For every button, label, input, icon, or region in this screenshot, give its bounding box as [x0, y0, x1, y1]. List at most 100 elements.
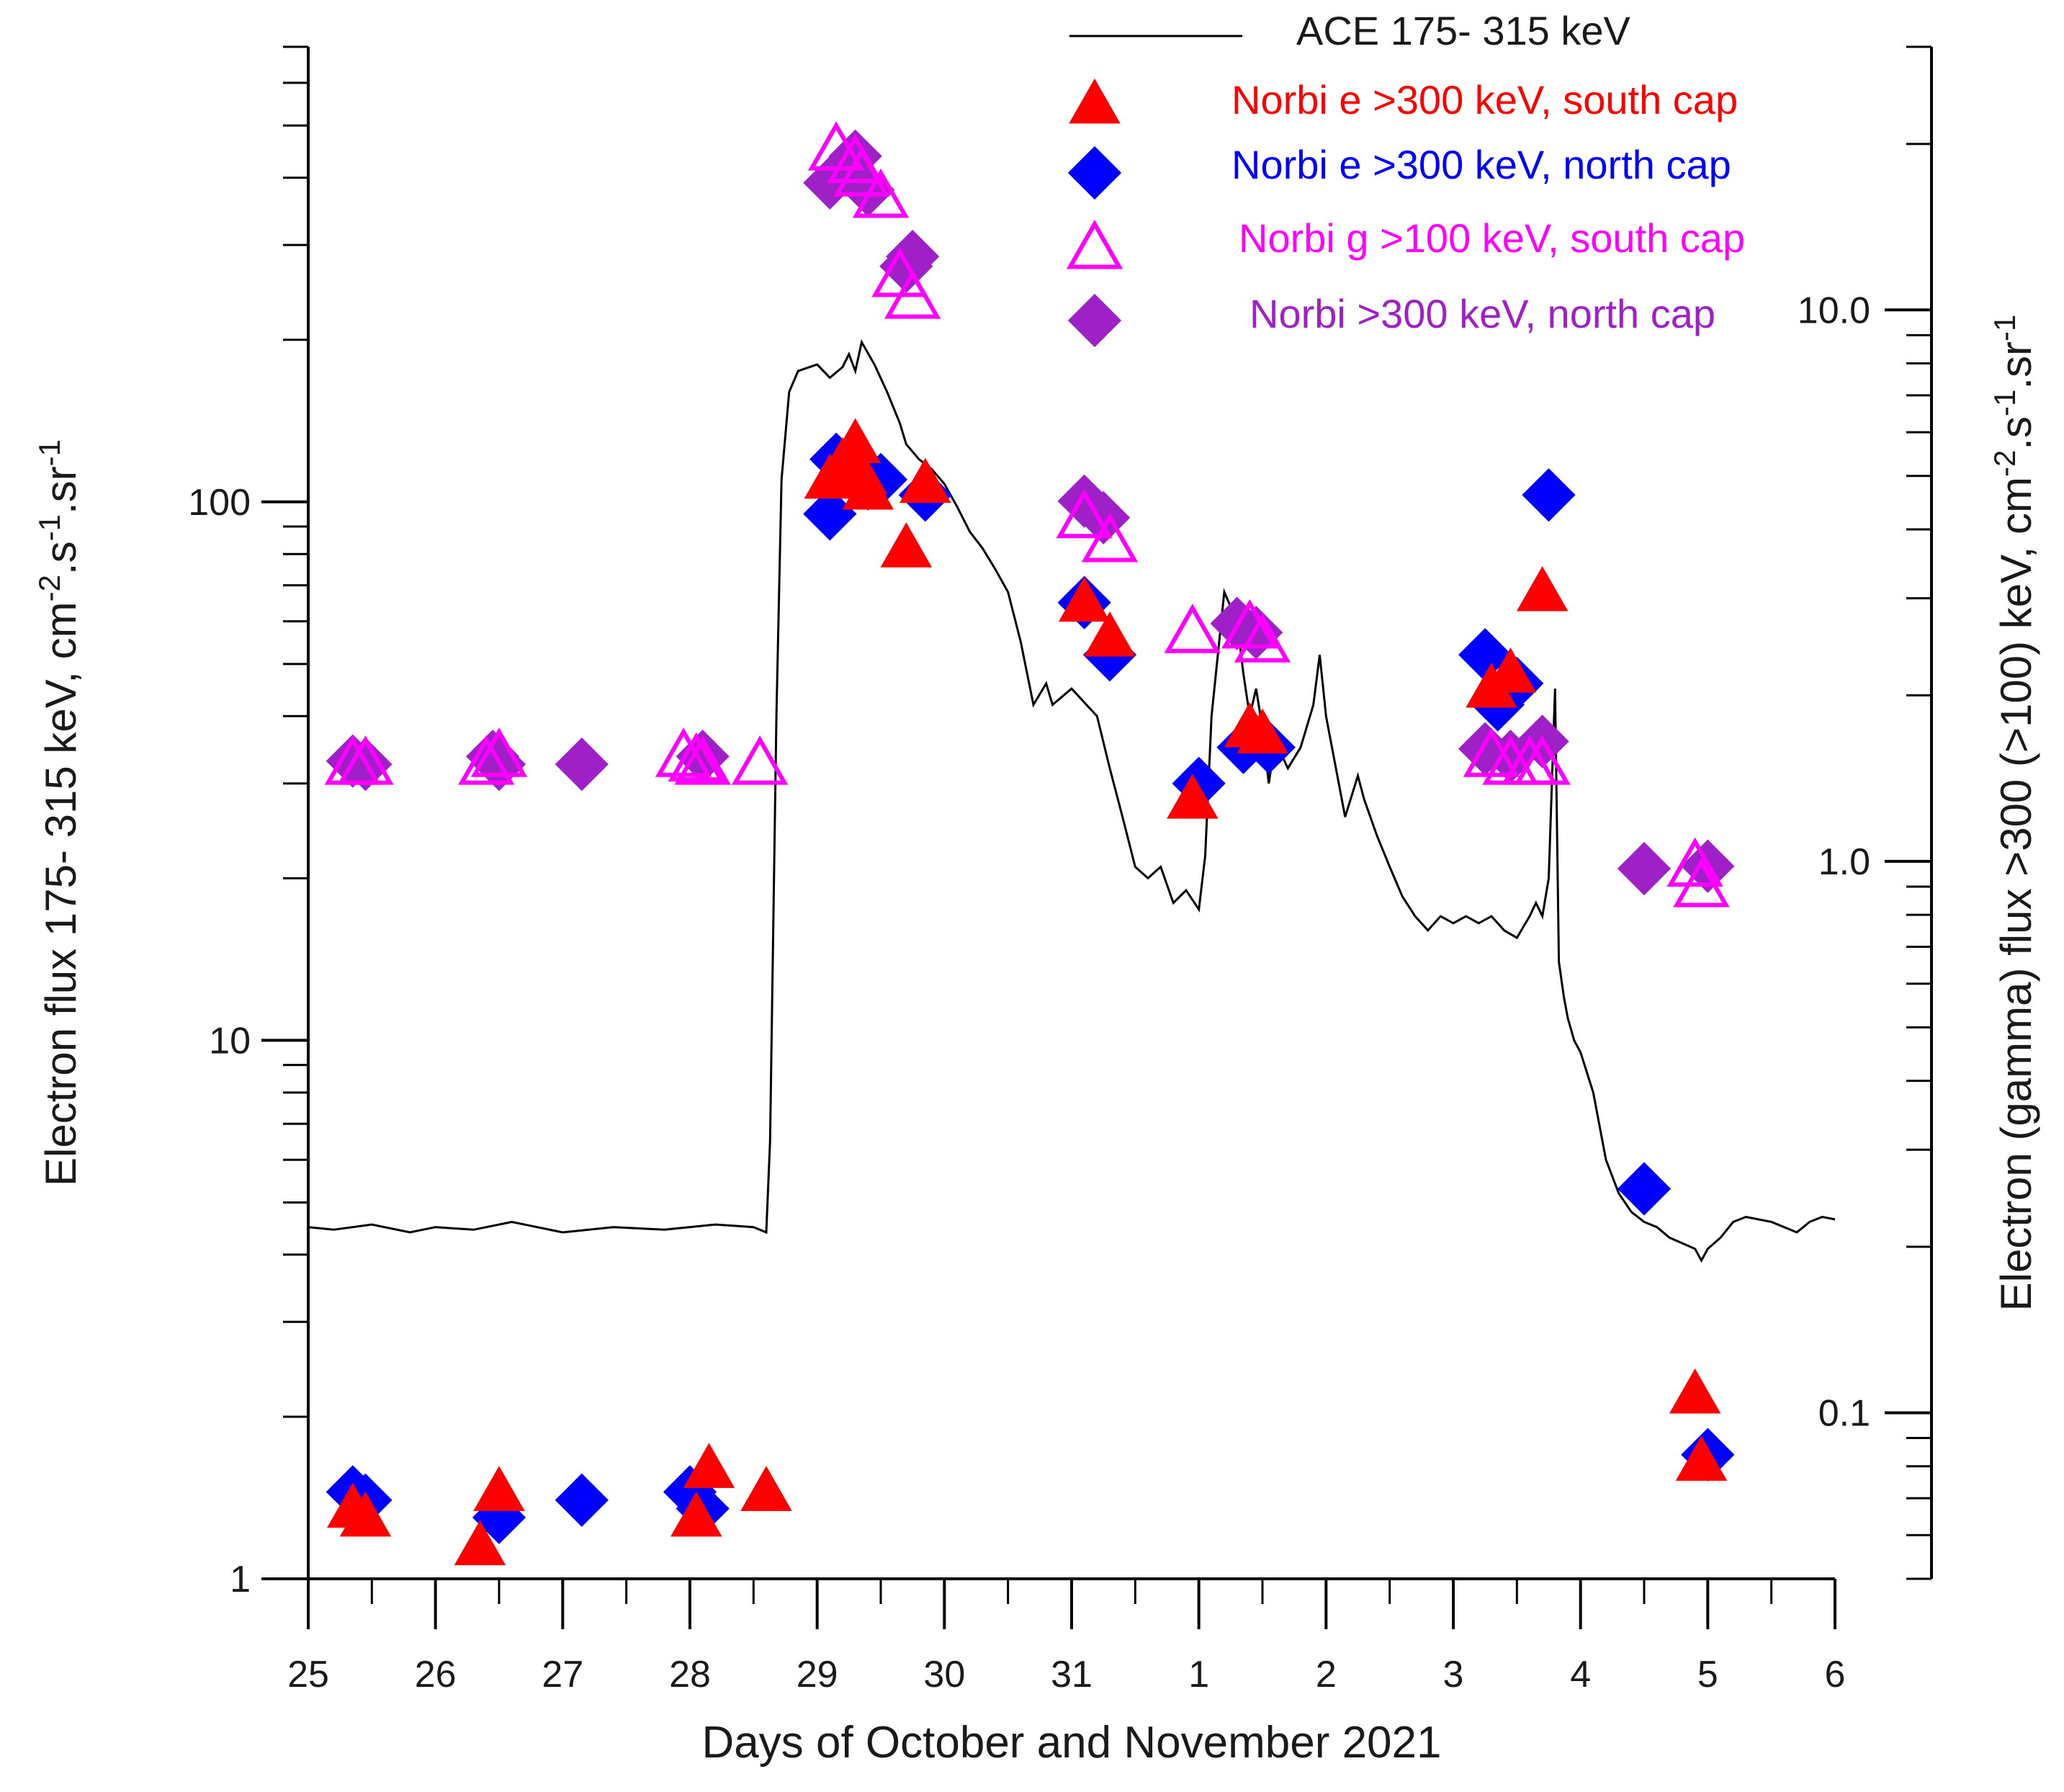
legend-label: Norbi e >300 keV, south cap	[1231, 77, 1738, 122]
left-y-axis-label: Electron flux 175- 315 keV, cm-2.s-1.sr-…	[32, 439, 85, 1186]
south-g-marker	[668, 732, 725, 782]
svg-text:Electron (gamma) flux >300 (: Electron (gamma) flux >300 (>100) keV, c…	[1988, 315, 2040, 1312]
legend-marker-swatch	[1066, 219, 1123, 269]
x-axis-label: Days of October and November 2021	[702, 1718, 1442, 1768]
south-g-marker	[458, 735, 515, 785]
legend-item-north-e: Norbi e >300 keV, north cap	[1067, 142, 1731, 200]
south-e-marker	[473, 1466, 525, 1511]
right-units-1: -2	[1988, 450, 2022, 477]
left-tick-label: 100	[188, 482, 251, 524]
x-tick-label: 3	[1443, 1654, 1464, 1695]
legend-marker-swatch	[1069, 78, 1121, 124]
north-e-marker	[555, 1473, 609, 1527]
north-e-marker	[1617, 1162, 1672, 1216]
south-e-marker	[1675, 1435, 1728, 1481]
south-e-marker	[670, 1491, 722, 1537]
right-units-3: -1	[1988, 390, 2022, 416]
south-e-marker	[1084, 611, 1136, 657]
x-tick-label: 28	[669, 1654, 711, 1695]
left-units-5: -1	[32, 439, 66, 466]
left-y-axis-label-text: Electron flux 175- 315 keV, cm	[37, 601, 85, 1186]
right-units-2: .s	[1992, 416, 2040, 450]
legend-marker-swatch	[1067, 293, 1122, 348]
right-y-axis-label-text: Electron (gamma) flux >300 (>100) keV, c…	[1992, 477, 2040, 1311]
south-g-marker	[1673, 857, 1730, 908]
south-g-marker	[731, 735, 789, 785]
south-e-marker	[454, 1520, 506, 1566]
ace-line	[308, 339, 1836, 1263]
x-tick-label: 26	[415, 1654, 457, 1695]
x-tick-label: 27	[542, 1654, 583, 1695]
legend-item-north-g: Norbi >300 keV, north cap	[1067, 291, 1715, 348]
south-e-marker	[1516, 565, 1569, 611]
south-e-marker	[1484, 648, 1537, 693]
x-tick-label: 29	[797, 1654, 838, 1695]
right-tick-label: 1.0	[1818, 841, 1870, 883]
south-e-marker	[842, 464, 894, 510]
south-g-marker	[1514, 735, 1571, 785]
south-e-marker	[1669, 1368, 1721, 1414]
south-e-marker	[683, 1443, 735, 1488]
left-units-3: -1	[32, 514, 66, 541]
legend-marker-swatch	[1067, 145, 1122, 200]
right-tick-label: 10.0	[1798, 290, 1870, 331]
south-g-marker	[852, 168, 910, 218]
south-g-marker	[1221, 599, 1278, 649]
left-tick-label: 1	[230, 1559, 251, 1600]
legend-label: Norbi e >300 keV, north cap	[1231, 142, 1731, 187]
south-g-marker	[884, 269, 941, 319]
south-e-marker	[339, 1491, 392, 1537]
x-tick-label: 6	[1825, 1654, 1846, 1695]
x-tick-label: 4	[1570, 1654, 1591, 1695]
south-e-marker	[880, 522, 933, 568]
south-e-series	[327, 418, 1728, 1566]
x-tick-label: 25	[287, 1654, 329, 1695]
x-tick-label: 1	[1188, 1654, 1209, 1695]
south-e-marker	[1167, 774, 1219, 819]
right-tick-label: 0.1	[1818, 1393, 1870, 1435]
x-tick-label: 31	[1051, 1654, 1092, 1695]
ticks-group: 25 26 27 28 29 30 31 1 2 3 4 5 6 1 10 100 0.1 1.0 10.0	[188, 45, 1931, 1695]
south-g-marker	[1666, 837, 1723, 887]
legend-item-south-g: Norbi g >100 keV, south cap	[1066, 215, 1745, 269]
svg-text:Electron flux 175- 315 keV, c: Electron flux 175- 315 keV, cm-2.s-1.sr-…	[32, 439, 85, 1186]
south-e-marker	[740, 1466, 792, 1511]
south-g-marker	[1056, 488, 1113, 539]
x-tick-label: 2	[1316, 1654, 1337, 1695]
north-g-marker	[1617, 841, 1672, 896]
south-g-series	[324, 121, 1730, 908]
x-tick-label: 30	[923, 1654, 965, 1695]
axes-group	[307, 47, 1933, 1580]
north-e-series	[326, 432, 1735, 1544]
right-units-4: .sr	[1992, 341, 2040, 390]
north-g-marker	[555, 737, 609, 792]
north-g-marker	[1077, 490, 1131, 545]
legend-label: Norbi >300 keV, north cap	[1249, 291, 1715, 336]
left-units-4: .sr	[37, 466, 85, 514]
legend-label: Norbi g >100 keV, south cap	[1239, 215, 1745, 261]
left-tick-label: 10	[209, 1020, 251, 1062]
left-units-2: .s	[37, 541, 85, 575]
plot-area	[308, 121, 1836, 1566]
north-e-marker	[1522, 468, 1576, 522]
south-g-marker	[674, 735, 731, 785]
x-tick-label: 5	[1697, 1654, 1718, 1695]
south-e-marker	[1237, 708, 1288, 754]
left-units-1: -2	[32, 575, 66, 601]
south-g-marker	[337, 735, 394, 785]
north-g-marker	[886, 229, 940, 284]
right-y-axis-label: Electron (gamma) flux >300 (>100) keV, c…	[1988, 315, 2040, 1312]
south-e-marker	[899, 457, 951, 503]
south-g-marker	[833, 147, 890, 197]
legend: ACE 175- 315 keV Norbi e >300 keV, south …	[1066, 8, 1745, 348]
south-e-marker	[1058, 576, 1110, 622]
legend-item-ace: ACE 175- 315 keV	[1069, 8, 1630, 53]
south-g-marker	[1164, 604, 1221, 653]
legend-item-south-e: Norbi e >300 keV, south cap	[1069, 77, 1738, 124]
south-g-marker	[470, 727, 528, 777]
south-g-marker	[1081, 512, 1139, 563]
south-g-marker	[1234, 613, 1291, 663]
right-units-5: -1	[1988, 315, 2022, 341]
legend-label: ACE 175- 315 keV	[1296, 8, 1630, 53]
